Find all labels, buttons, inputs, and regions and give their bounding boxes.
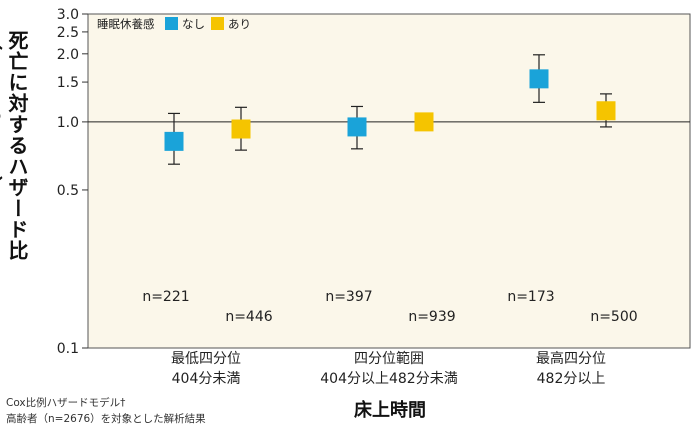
y-tick-label: 2.5: [57, 25, 79, 41]
n-label: n=500: [590, 309, 637, 325]
point-marker: [164, 131, 184, 151]
y-tick-label: 3.0: [57, 7, 79, 23]
n-label: n=446: [225, 309, 272, 325]
footnote-sample: 高齢者（n=2676）を対象とした解析結果: [6, 413, 206, 425]
n-labels: n=221 n=397 n=173 n=446 n=939 n=500: [142, 289, 637, 325]
x-category-labels: 最低四分位 404分未満 四分位範囲 404分以上482分未満 最高四分位 482分以上: [171, 350, 606, 387]
n-label: n=397: [325, 289, 372, 305]
x-category-label-line1: 最高四分位: [536, 350, 606, 367]
legend-label: なし: [182, 17, 205, 31]
n-label: n=939: [408, 309, 455, 325]
y-axis-title: 死亡に対するハザード比（95%CI）: [0, 30, 29, 261]
legend-title: 睡眠休養感: [97, 17, 155, 31]
y-tick-label: 2.0: [57, 47, 79, 63]
x-category-label-line2: 482分以上: [537, 371, 606, 387]
y-tick-label: 1.5: [57, 75, 79, 91]
point-marker: [231, 119, 251, 139]
n-label: n=221: [142, 289, 189, 305]
plot-area: [87, 13, 691, 349]
x-category-label-line1: 最低四分位: [171, 351, 241, 367]
x-category-label-line1: 四分位範囲: [354, 350, 424, 367]
y-tick-label: 0.5: [57, 183, 79, 199]
x-category-label-line2: 404分未満: [172, 371, 241, 387]
legend-swatch: [211, 17, 224, 30]
legend: 睡眠休養感 なし あり: [97, 17, 251, 31]
y-tick-label: 1.0: [57, 115, 79, 131]
y-tick-label: 0.1: [57, 341, 79, 357]
point-marker: [414, 112, 434, 132]
x-axis-title: 床上時間: [354, 400, 426, 421]
series-marks: [164, 54, 616, 165]
y-axis: 3.0 2.5 2.0 1.5 1.0 0.5 0.1: [57, 7, 88, 357]
point-marker: [596, 101, 616, 121]
n-label: n=173: [507, 289, 554, 305]
legend-swatch: [165, 17, 178, 30]
point-marker: [529, 69, 549, 89]
footnote-model: Cox比例ハザードモデル†: [6, 397, 126, 409]
x-category-label-line2: 404分以上482分未満: [320, 371, 457, 387]
legend-label: あり: [228, 17, 251, 31]
point-marker: [347, 117, 367, 137]
